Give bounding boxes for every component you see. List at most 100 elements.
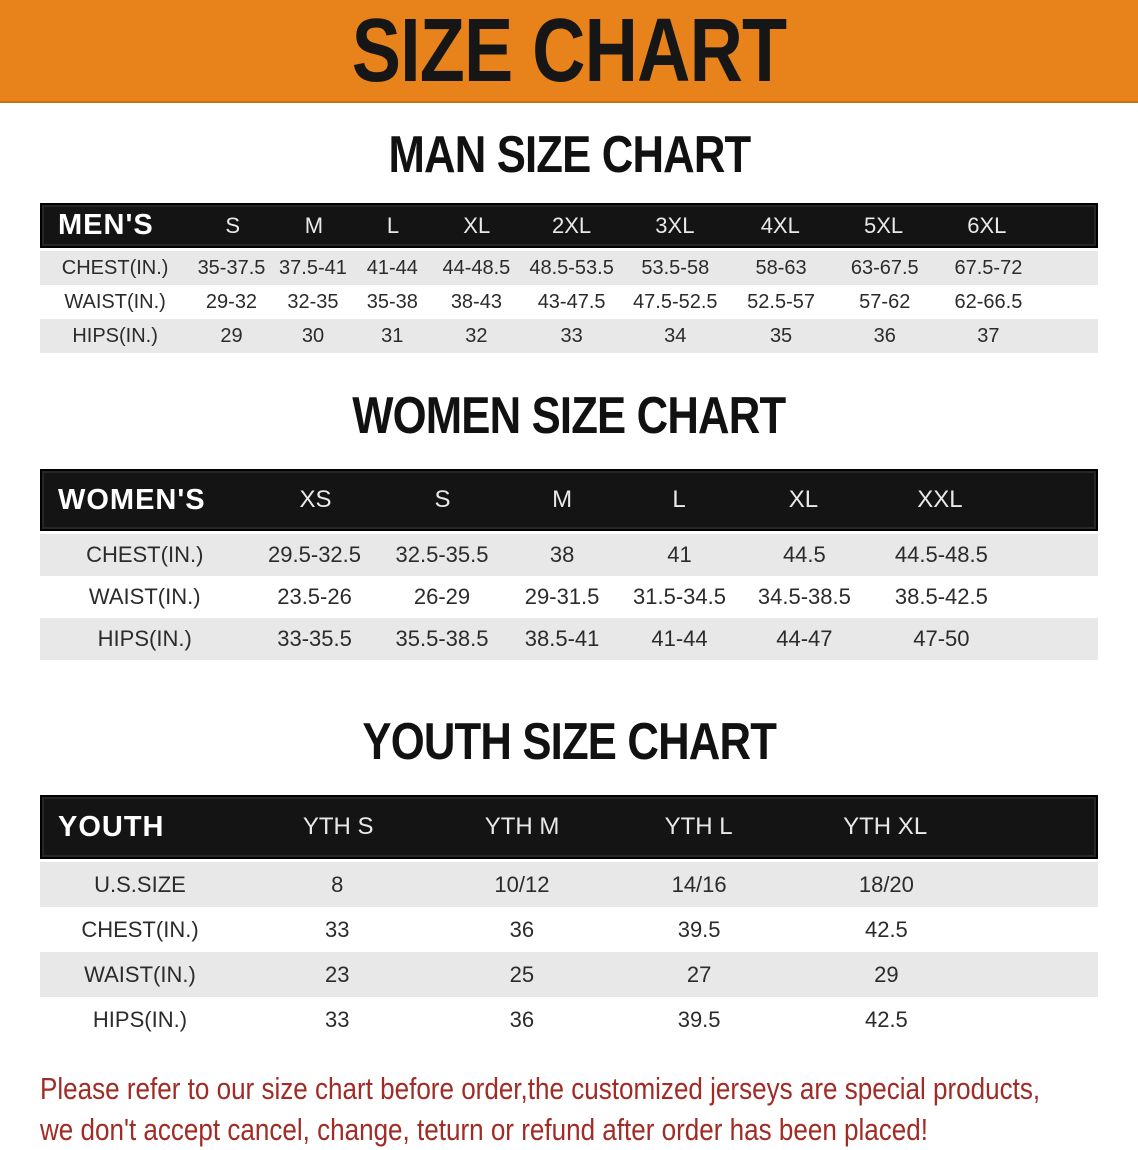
group-label: MEN'S	[58, 209, 154, 241]
size-table-youth: YOUTH YTH S YTH M YTH L YTH XL U.S.SIZE 8 10/12…	[40, 795, 1098, 1042]
size-value-cell: 35	[769, 324, 793, 347]
disclaimer-line-1: Please refer to our size chart before or…	[40, 1071, 1041, 1106]
section-title-youth: YOUTH SIZE CHART	[362, 713, 777, 771]
size-column-header: XL	[463, 212, 491, 238]
row-label: CHEST(IN.)	[61, 256, 169, 279]
size-value-cell: 36	[873, 324, 896, 347]
size-value-cell: 47.5-52.5	[633, 290, 718, 313]
size-value-cell: 29	[874, 961, 899, 987]
size-column-header: YTH M	[484, 813, 560, 840]
table-row: CHEST(IN.) 35-37.5 37.5-41 41-44 44-48.5 48.5…	[40, 251, 1098, 285]
size-value-cell: 39.5	[677, 916, 721, 942]
size-chart-section-mens: MAN SIZE CHART MEN'S S M L XL 2XL 3XL 4XL 5XL 6XL C…	[0, 129, 1138, 353]
table-row: WAIST(IN.) 23 25 27 29	[40, 952, 1098, 997]
size-value-cell: 42.5	[864, 916, 908, 942]
size-chart-banner: SIZE CHART	[0, 0, 1138, 103]
table-row: CHEST(IN.) 33 36 39.5 42.5	[40, 907, 1098, 952]
size-value-cell: 38.5-41	[524, 626, 600, 651]
size-value-cell: 36	[509, 916, 535, 942]
size-value-cell: 35.5-38.5	[395, 626, 489, 651]
size-value-cell: 23	[325, 961, 350, 987]
size-column-header: YTH L	[664, 813, 733, 840]
size-value-cell: 39.5	[677, 1006, 721, 1032]
size-value-cell: 47-50	[913, 626, 970, 651]
size-column-header: L	[672, 486, 686, 513]
size-column-header: L	[386, 212, 400, 238]
size-value-cell: 30	[301, 324, 325, 347]
table-header-row: YOUTH YTH S YTH M YTH L YTH XL	[40, 795, 1098, 859]
size-column-header: 3XL	[655, 212, 695, 238]
size-value-cell: 34.5-38.5	[757, 584, 851, 609]
size-value-cell: 32	[465, 324, 488, 347]
size-column-header: YTH XL	[843, 813, 928, 840]
size-column-header: M	[304, 212, 324, 238]
size-value-cell: 18/20	[858, 871, 914, 897]
size-value-cell: 31	[381, 324, 404, 347]
section-title-womens: WOMEN SIZE CHART	[352, 387, 786, 445]
size-chart-section-womens: WOMEN SIZE CHART WOMEN'S XS S M L XL XXL CHEST(I…	[0, 390, 1138, 660]
section-title-mens: MAN SIZE CHART	[388, 126, 751, 184]
table-row: HIPS(IN.) 33 36 39.5 42.5	[40, 997, 1098, 1042]
row-label: HIPS(IN.)	[92, 1006, 188, 1032]
row-label: HIPS(IN.)	[97, 626, 192, 651]
size-value-cell: 48.5-53.5	[529, 256, 614, 279]
size-column-header: YTH S	[302, 813, 374, 840]
size-value-cell: 44.5	[782, 542, 826, 567]
banner-title: SIZE CHART	[351, 0, 787, 101]
size-value-cell: 41	[667, 542, 692, 567]
size-column-header: M	[552, 486, 573, 513]
size-column-header: 5XL	[863, 212, 904, 238]
size-table-mens: MEN'S S M L XL 2XL 3XL 4XL 5XL 6XL CHEST(IN.) 35-37…	[40, 203, 1098, 353]
table-row: WAIST(IN.) 23.5-26 26-29 29-31.5 31.5-34.5 34…	[40, 576, 1098, 618]
size-value-cell: 52.5-57	[747, 290, 815, 313]
size-value-cell: 44.5-48.5	[894, 542, 988, 567]
size-column-header: 6XL	[967, 212, 1007, 238]
table-row: HIPS(IN.) 33-35.5 35.5-38.5 38.5-41 41-44 44-…	[40, 618, 1098, 660]
size-value-cell: 10/12	[494, 871, 550, 897]
size-value-cell: 33	[560, 324, 583, 347]
size-value-cell: 25	[509, 961, 535, 987]
row-label: HIPS(IN.)	[72, 324, 158, 347]
size-value-cell: 14/16	[671, 871, 727, 897]
size-value-cell: 8	[331, 871, 344, 897]
size-value-cell: 32.5-35.5	[395, 542, 489, 567]
size-value-cell: 63-67.5	[850, 256, 919, 279]
size-value-cell: 53.5-58	[641, 256, 710, 279]
size-value-cell: 34	[664, 324, 687, 347]
size-value-cell: 29-31.5	[524, 584, 600, 609]
size-value-cell: 37	[977, 324, 1000, 347]
size-column-header: S	[434, 486, 451, 513]
size-value-cell: 38-43	[450, 290, 502, 313]
size-column-header: 2XL	[552, 212, 592, 238]
size-value-cell: 44-48.5	[442, 256, 511, 279]
size-value-cell: 41-44	[366, 256, 418, 279]
size-value-cell: 33-35.5	[277, 626, 352, 651]
size-value-cell: 58-63	[755, 256, 807, 279]
size-value-cell: 29.5-32.5	[268, 542, 362, 567]
size-value-cell: 36	[509, 1006, 535, 1032]
size-value-cell: 29	[220, 324, 243, 347]
group-label: YOUTH	[58, 810, 165, 843]
size-column-header: 4XL	[760, 212, 800, 238]
size-column-header: S	[225, 212, 241, 238]
table-row: HIPS(IN.) 29 30 31 32 33 34 35 36 37	[40, 319, 1098, 353]
table-row: WAIST(IN.) 29-32 32-35 35-38 38-43 43-47.5 47.…	[40, 285, 1098, 319]
disclaimer: Please refer to our size chart before or…	[40, 1068, 1138, 1150]
size-value-cell: 57-62	[859, 290, 911, 313]
size-value-cell: 32-35	[287, 290, 339, 313]
disclaimer-line-2: we don't accept cancel, change, teturn o…	[40, 1112, 929, 1147]
row-label: WAIST(IN.)	[64, 290, 166, 313]
size-value-cell: 44-47	[776, 626, 833, 651]
size-column-header: XXL	[917, 486, 963, 513]
size-value-cell: 41-44	[651, 626, 708, 651]
size-chart-section-youth: YOUTH SIZE CHART YOUTH YTH S YTH M YTH L YTH …	[0, 716, 1138, 1042]
size-value-cell: 27	[686, 961, 712, 987]
row-label: WAIST(IN.)	[88, 584, 201, 609]
size-value-cell: 23.5-26	[277, 584, 352, 609]
size-value-cell: 62-66.5	[954, 290, 1023, 313]
size-value-cell: 31.5-34.5	[633, 584, 726, 609]
size-value-cell: 38.5-42.5	[894, 584, 988, 609]
size-value-cell: 33	[325, 916, 350, 942]
table-row: U.S.SIZE 8 10/12 14/16 18/20	[40, 862, 1098, 907]
group-label: WOMEN'S	[58, 483, 206, 516]
